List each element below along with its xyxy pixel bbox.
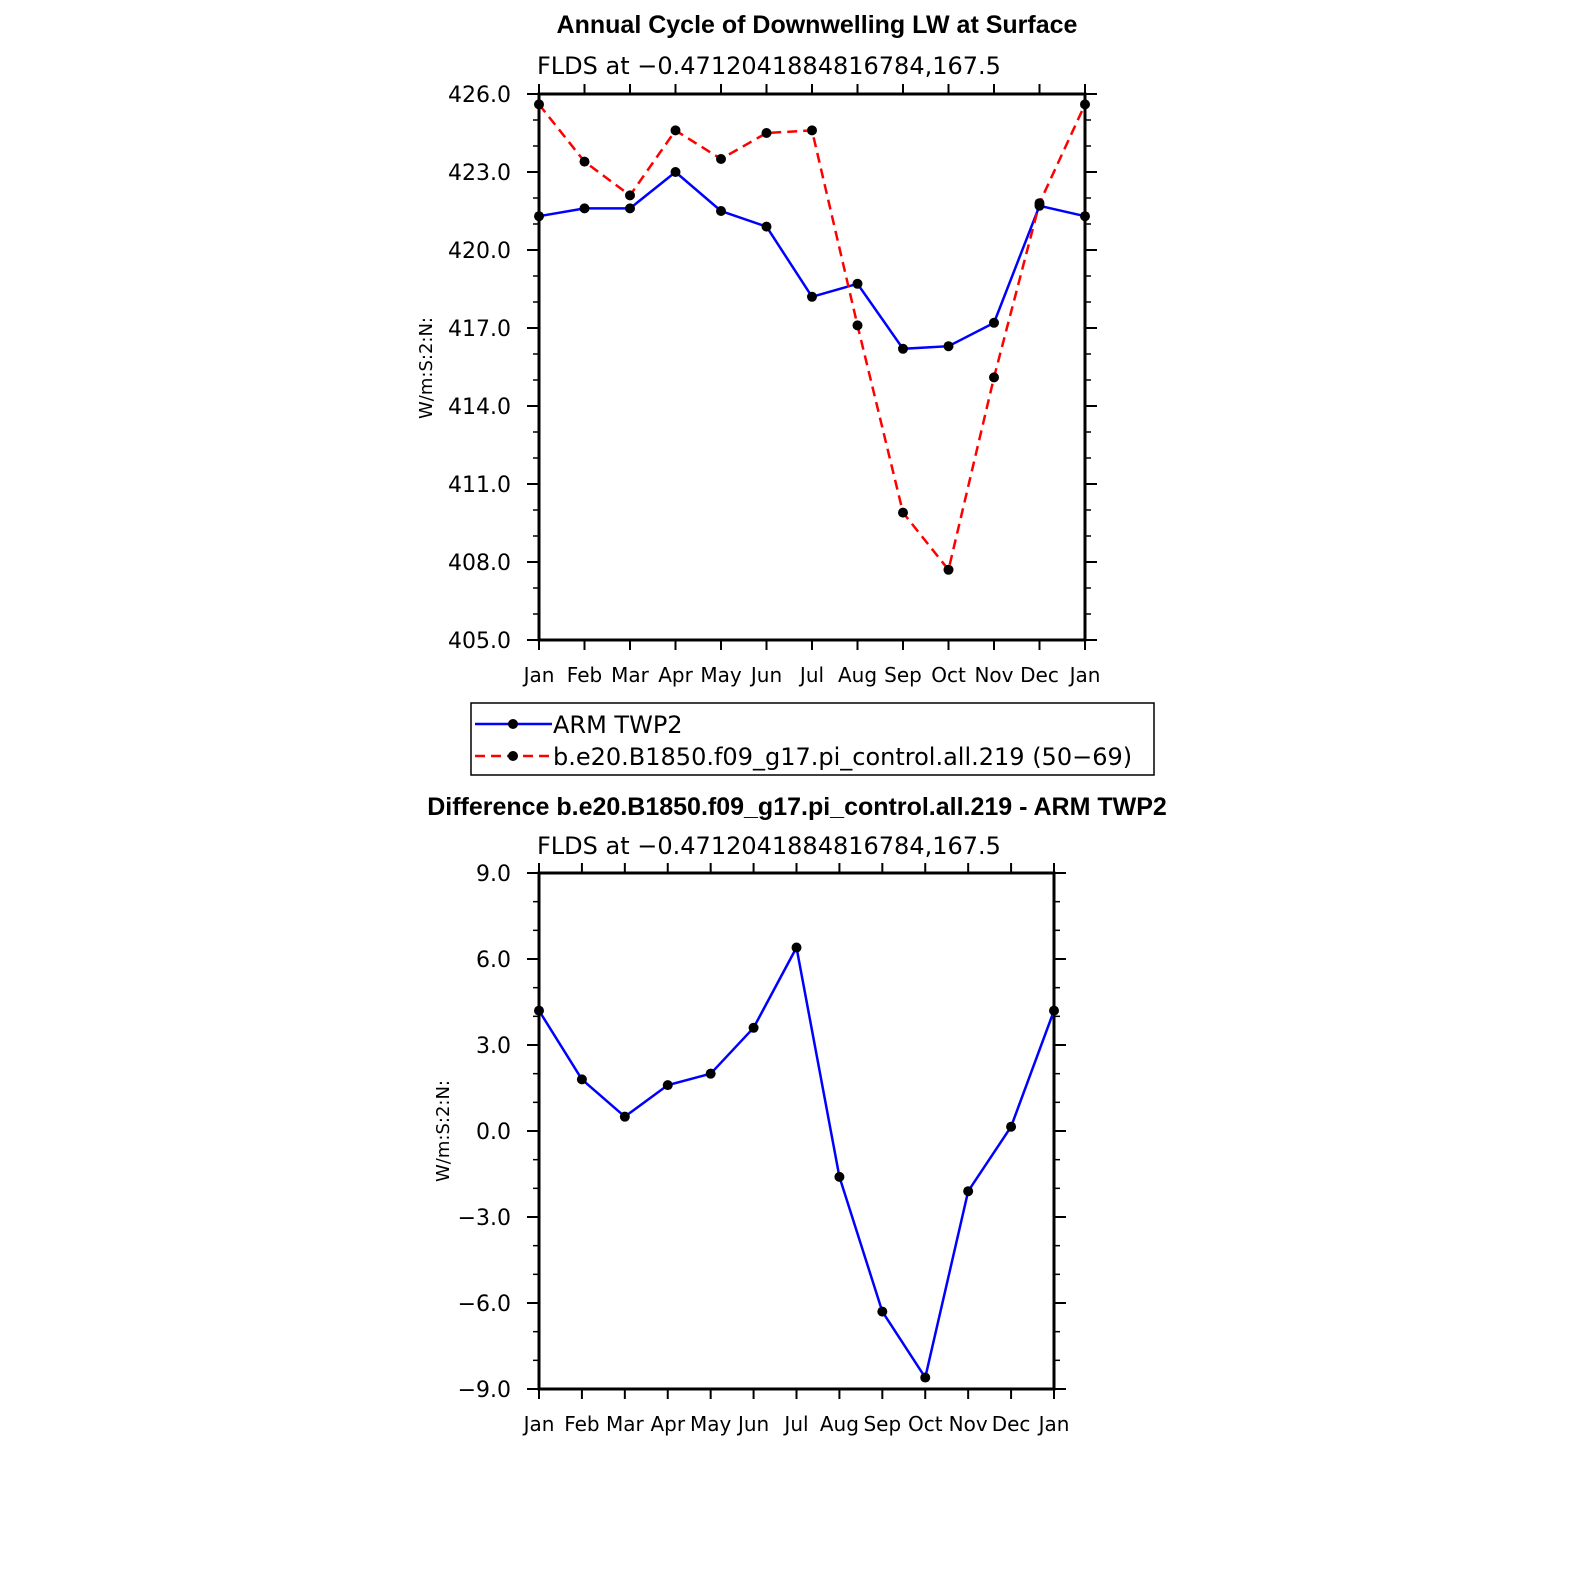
top-y-tick-label: 420.0 xyxy=(448,239,511,264)
bottom-y-tick-label: 0.0 xyxy=(476,1120,511,1145)
top-series-1-point xyxy=(852,320,863,331)
top-x-tick-label: Oct xyxy=(931,663,966,687)
top-series-1-point xyxy=(989,372,999,383)
bottom-series-0-point xyxy=(748,1022,759,1033)
bottom-chart-series xyxy=(534,942,1059,1383)
top-x-tick-label: May xyxy=(700,663,742,687)
bottom-y-tick-label: 6.0 xyxy=(476,948,511,973)
top-series-1-point xyxy=(670,125,681,136)
top-series-0-point xyxy=(761,221,772,232)
top-y-tick-label: 423.0 xyxy=(448,161,511,186)
top-chart-y-axis-label: W/m:S:2:N: xyxy=(416,317,437,419)
bottom-series-0-point xyxy=(619,1111,630,1122)
bottom-x-tick-label: Feb xyxy=(564,1412,599,1436)
legend: ARM TWP2 b.e20.B1850.f09_g17.pi_control.… xyxy=(470,702,1155,776)
top-series-0-point xyxy=(807,291,817,302)
legend-box xyxy=(470,702,1155,776)
top-series-0-point xyxy=(1080,211,1090,222)
top-x-tick-label: Aug xyxy=(838,663,877,687)
bottom-x-tick-label: Jun xyxy=(736,1412,769,1436)
bottom-series-0-point xyxy=(705,1068,716,1079)
top-series-1-point xyxy=(1080,99,1090,110)
bottom-series-0-point xyxy=(920,1372,931,1383)
top-y-tick-label: 417.0 xyxy=(448,317,511,342)
legend-label-model: b.e20.B1850.f09_g17.pi_control.all.219 (… xyxy=(553,743,1132,771)
bottom-x-tick-label: Aug xyxy=(820,1412,859,1436)
bottom-chart-title: Difference b.e20.B1850.f09_g17.pi_contro… xyxy=(427,793,1167,821)
bottom-y-tick-label: −3.0 xyxy=(458,1206,511,1231)
legend-marker-model xyxy=(508,751,518,761)
top-x-tick-label: Jan xyxy=(1068,663,1101,687)
bottom-series-0-point xyxy=(963,1186,974,1197)
top-x-tick-label: Mar xyxy=(611,663,650,687)
bottom-x-tick-label: Mar xyxy=(606,1412,645,1436)
top-series-0-point xyxy=(989,317,999,328)
top-series-0-point xyxy=(625,203,635,214)
bottom-x-tick-label: May xyxy=(690,1412,732,1436)
bottom-series-0-point xyxy=(877,1306,888,1317)
bottom-series-0-point xyxy=(1006,1121,1017,1132)
top-series-1-point xyxy=(1034,198,1045,209)
bottom-series-0-point xyxy=(791,942,802,953)
top-chart-series xyxy=(534,99,1090,575)
top-x-tick-label: Dec xyxy=(1020,663,1059,687)
bottom-chart: Difference b.e20.B1850.f09_g17.pi_contro… xyxy=(427,793,1167,1436)
top-x-tick-label: Jan xyxy=(522,663,555,687)
bottom-y-tick-label: 3.0 xyxy=(476,1034,511,1059)
bottom-x-tick-label: Oct xyxy=(908,1412,943,1436)
top-series-1-point xyxy=(807,125,817,136)
bottom-y-tick-label: −9.0 xyxy=(458,1378,511,1403)
bottom-chart-axes: Jan Feb Mar Apr May Jun Jul Aug Sep Oct Nov Dec Jan9… xyxy=(458,862,1070,1436)
top-x-tick-label: Apr xyxy=(658,663,693,687)
top-x-tick-label: Jun xyxy=(749,663,782,687)
bottom-series-0-point xyxy=(576,1074,587,1085)
top-y-tick-label: 405.0 xyxy=(448,629,511,654)
bottom-series-0-point xyxy=(1049,1005,1059,1016)
top-y-tick-label: 408.0 xyxy=(448,551,511,576)
legend-label-arm: ARM TWP2 xyxy=(553,711,683,739)
bottom-y-tick-label: −6.0 xyxy=(458,1292,511,1317)
top-series-1-point xyxy=(716,154,726,164)
legend-marker-arm xyxy=(508,719,518,729)
top-x-tick-label: Feb xyxy=(567,663,602,687)
bottom-chart-y-axis-label: W/m:S:2:N: xyxy=(433,1080,454,1182)
top-series-0-point xyxy=(852,278,863,289)
bottom-x-tick-label: Jan xyxy=(522,1412,555,1436)
bottom-x-tick-label: Nov xyxy=(949,1412,988,1436)
top-series-1-point xyxy=(761,128,772,138)
bottom-x-tick-label: Dec xyxy=(992,1412,1031,1436)
top-y-tick-label: 414.0 xyxy=(448,395,511,420)
top-series-0-point xyxy=(670,167,681,177)
top-series-1-point xyxy=(898,507,908,518)
top-chart-axes: Jan Feb Mar Apr May Jun Jul Aug Sep Oct Nov Dec Jan 4… xyxy=(448,83,1100,687)
top-chart-title: Annual Cycle of Downwelling LW at Surfac… xyxy=(557,11,1078,39)
bottom-x-tick-label: Apr xyxy=(650,1412,685,1436)
top-y-tick-label: 426.0 xyxy=(448,83,511,108)
bottom-chart-subtitle: FLDS at −0.4712041884816784,167.5 xyxy=(537,832,1001,860)
top-series-0-point xyxy=(943,341,954,352)
top-series-1-point xyxy=(943,564,954,575)
bottom-series-0-point xyxy=(534,1005,544,1016)
top-x-tick-label: Nov xyxy=(974,663,1013,687)
top-chart-subtitle: FLDS at −0.4712041884816784,167.5 xyxy=(537,52,1001,80)
bottom-x-tick-label: Jan xyxy=(1037,1412,1070,1436)
top-series-1-point xyxy=(579,156,590,167)
top-y-tick-label: 411.0 xyxy=(448,473,511,498)
bottom-x-tick-label: Jul xyxy=(782,1412,808,1436)
top-series-0-point xyxy=(534,211,544,222)
bottom-series-0-point xyxy=(662,1080,673,1091)
top-series-1-point xyxy=(534,99,544,110)
top-series-0-point xyxy=(716,206,726,216)
bottom-y-tick-label: 9.0 xyxy=(476,862,511,887)
top-series-0-point xyxy=(579,203,590,214)
bottom-x-tick-label: Sep xyxy=(863,1412,901,1436)
top-chart: Annual Cycle of Downwelling LW at Surfac… xyxy=(416,11,1100,687)
top-series-0-point xyxy=(898,343,908,354)
top-x-tick-label: Jul xyxy=(798,663,824,687)
top-series-1-point xyxy=(625,190,635,201)
bottom-series-0-point xyxy=(834,1171,845,1182)
top-x-tick-label: Sep xyxy=(884,663,922,687)
